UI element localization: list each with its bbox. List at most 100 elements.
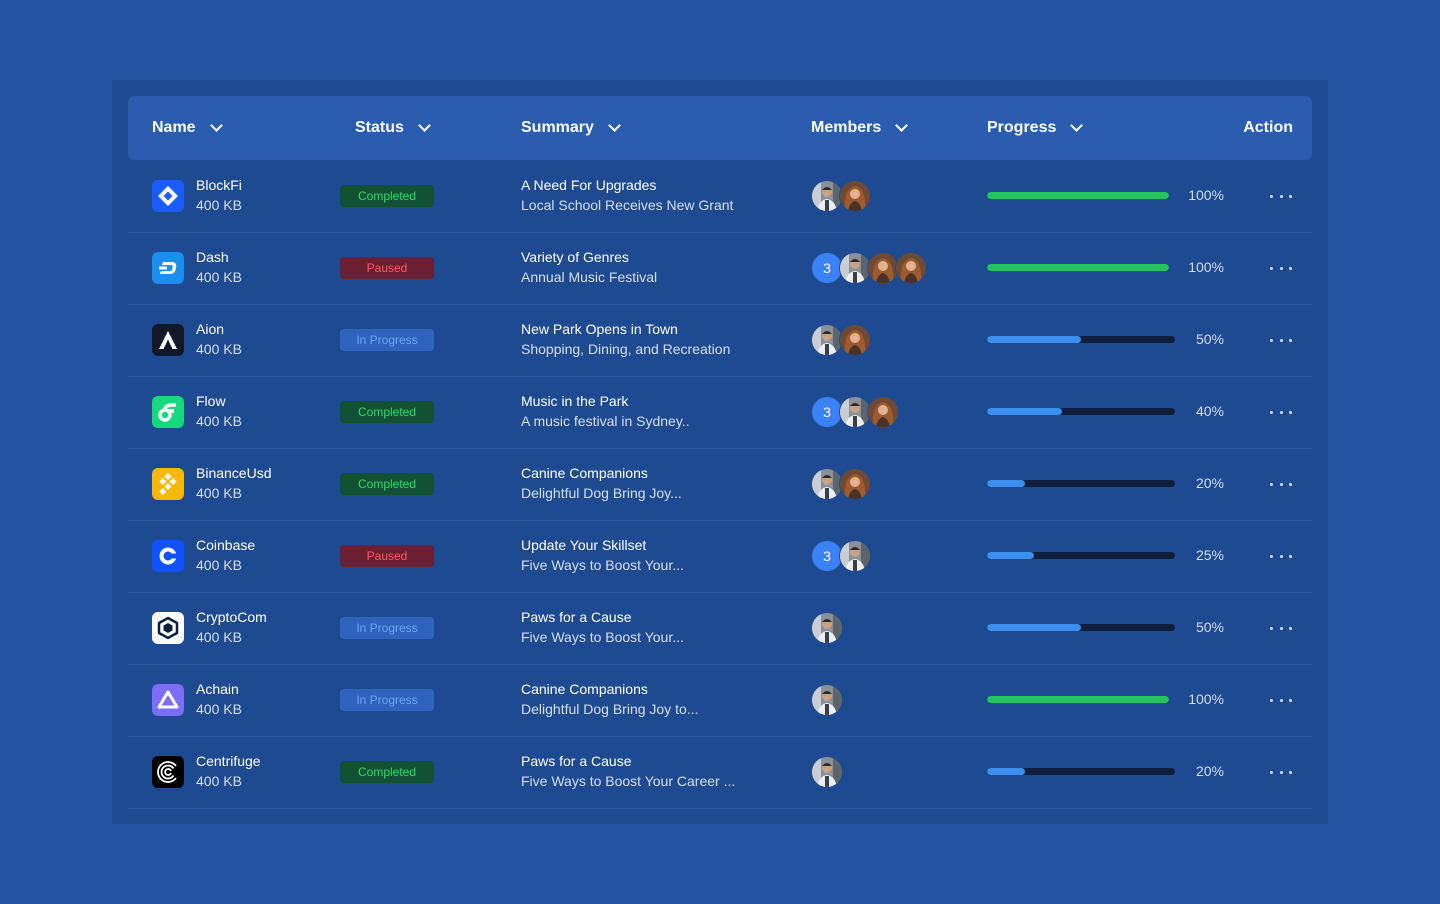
member-avatars[interactable] [811,324,871,356]
table-row[interactable]: Aion 400 KB In Progress New Park Opens in T… [128,304,1312,377]
progress-bar [987,552,1175,559]
more-options-icon[interactable] [1270,332,1292,348]
member-count-badge[interactable]: 3 [811,540,843,572]
table-row[interactable]: CryptoCom 400 KB In Progress Paws for a Cau… [128,592,1312,665]
chevron-down-icon[interactable] [895,119,909,132]
summary-title: Canine Companions [521,681,648,697]
more-options-icon[interactable] [1270,764,1292,780]
table-row[interactable]: Centrifuge 400 KB Completed Paws for a Caus… [128,736,1312,809]
chevron-down-icon[interactable] [209,119,223,132]
asset-name: Coinbase [196,537,256,553]
progress-fill [987,696,1169,703]
progress-bar [987,696,1169,703]
avatar[interactable] [895,252,927,284]
summary-title: A Need For Upgrades [521,177,657,193]
member-avatars[interactable] [811,180,871,212]
column-header-summary[interactable]: Summary [521,96,621,160]
table-row[interactable]: Dash 400 KB Paused Variety of Genres Annual … [128,232,1312,305]
progress-fill [987,768,1025,775]
more-options-icon[interactable] [1270,260,1292,276]
binanceusd-logo-icon [152,468,184,500]
column-header-label: Summary [521,119,594,136]
column-header-members[interactable]: Members [811,96,909,160]
status-badge: Paused [340,257,434,279]
avatar[interactable] [811,468,843,500]
progress-bar [987,768,1175,775]
blockfi-logo-icon [152,180,184,212]
more-options-icon[interactable] [1270,620,1292,636]
summary-title: Music in the Park [521,393,629,409]
summary-subtitle: Delightful Dog Bring Joy to... [521,701,699,717]
avatar[interactable] [811,684,843,716]
member-avatars[interactable] [811,612,843,644]
progress-bar [987,624,1175,631]
coinbase-logo-icon [152,540,184,572]
more-options-icon[interactable] [1270,476,1292,492]
aion-logo-icon [152,324,184,356]
progress-fill [987,552,1034,559]
progress-bar [987,480,1175,487]
progress-fill [987,192,1169,199]
avatar[interactable] [839,468,871,500]
chevron-down-icon[interactable] [1070,119,1084,132]
chevron-down-icon[interactable] [608,119,621,132]
member-avatars[interactable] [811,684,843,716]
member-avatars[interactable]: 3 [811,252,927,284]
status-badge: In Progress [340,689,434,711]
progress-percent: 40% [1195,403,1224,419]
progress-fill [987,408,1062,415]
column-header-label: Name [152,119,196,136]
progress-percent: 20% [1195,763,1224,779]
dash-logo-icon [152,252,184,284]
summary-title: Variety of Genres [521,249,629,265]
table-row[interactable]: Coinbase 400 KB Paused Update Your Skillset… [128,520,1312,593]
avatar[interactable] [867,396,899,428]
progress-fill [987,336,1081,343]
table-row[interactable]: BinanceUsd 400 KB Completed Canine Companio… [128,448,1312,521]
more-options-icon[interactable] [1270,548,1292,564]
file-size: 400 KB [196,701,242,717]
table-row[interactable]: BlockFi 400 KB Completed A Need For Upgrade… [128,160,1312,233]
more-options-icon[interactable] [1270,692,1292,708]
file-size: 400 KB [196,269,242,285]
centrifuge-logo-icon [152,756,184,788]
table-row[interactable]: Achain 400 KB In Progress Canine Companions… [128,664,1312,737]
column-header-progress[interactable]: Progress [987,96,1084,160]
table-header: Name Status Summary Members Progress Act… [128,96,1312,160]
column-header-name[interactable]: Name [152,96,223,160]
asset-name: BlockFi [196,177,242,193]
avatar[interactable] [839,324,871,356]
member-avatars[interactable]: 3 [811,396,899,428]
member-avatars[interactable] [811,756,843,788]
table-row[interactable]: Flow 400 KB Completed Music in the Park A mu… [128,376,1312,449]
progress-bar [987,192,1169,199]
summary-title: New Park Opens in Town [521,321,678,337]
avatar[interactable] [811,612,843,644]
progress-fill [987,264,1169,271]
progress-percent: 25% [1195,547,1224,563]
more-options-icon[interactable] [1270,188,1292,204]
more-options-icon[interactable] [1270,404,1292,420]
summary-subtitle: Local School Receives New Grant [521,197,734,213]
member-avatars[interactable] [811,468,871,500]
column-header-status[interactable]: Status [355,96,431,160]
avatar[interactable] [811,756,843,788]
achain-logo-icon [152,684,184,716]
summary-subtitle: Shopping, Dining, and Recreation [521,341,731,357]
summary-subtitle: Annual Music Festival [521,269,658,285]
chevron-down-icon[interactable] [418,119,431,132]
summary-subtitle: Delightful Dog Bring Joy... [521,485,682,501]
avatar[interactable] [839,180,871,212]
avatar[interactable] [839,396,871,428]
member-count-badge[interactable]: 3 [811,396,843,428]
summary-subtitle: Five Ways to Boost Your... [521,557,684,573]
file-size: 400 KB [196,557,242,573]
avatar[interactable] [811,180,843,212]
member-avatars[interactable]: 3 [811,540,871,572]
summary-title: Paws for a Cause [521,609,632,625]
avatar[interactable] [811,324,843,356]
avatar[interactable] [839,540,871,572]
progress-percent: 50% [1195,331,1224,347]
progress-percent: 50% [1195,619,1224,635]
cryptocom-logo-icon [152,612,184,644]
